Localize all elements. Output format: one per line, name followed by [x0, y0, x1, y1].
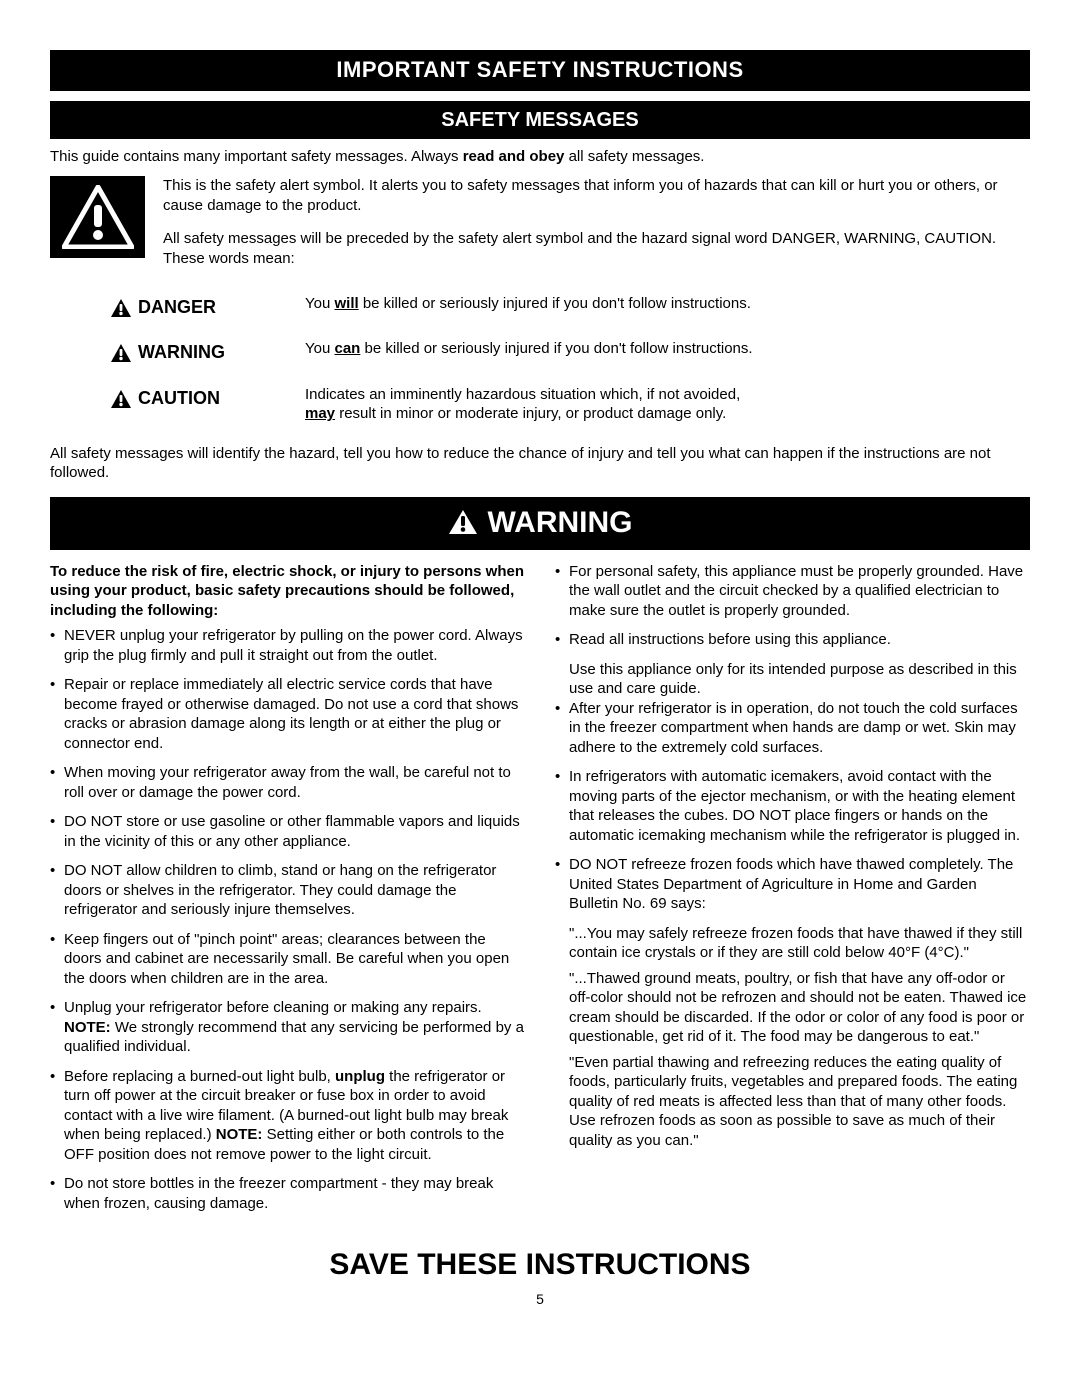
- warning-triangle-icon: [110, 343, 132, 363]
- list-item: In refrigerators with automatic icemaker…: [555, 767, 1030, 845]
- list-item: After your refrigerator is in operation,…: [555, 699, 1030, 758]
- after-signals-text: All safety messages will identify the ha…: [50, 444, 1030, 483]
- alert-para-2: All safety messages will be preceded by …: [163, 229, 1030, 268]
- signal-row-caution: CAUTION Indicates an imminently hazardou…: [110, 385, 1030, 424]
- intro-prefix: This guide contains many important safet…: [50, 148, 463, 165]
- right-bullet-list: For personal safety, this appliance must…: [555, 562, 1030, 1151]
- warning-columns: To reduce the risk of fire, electric sho…: [50, 562, 1030, 1224]
- intro-suffix: all safety messages.: [564, 148, 704, 165]
- danger-label: DANGER: [110, 296, 305, 319]
- list-sub-paragraph: "Even partial thawing and refreezing red…: [569, 1053, 1030, 1151]
- save-instructions-title: SAVE THESE INSTRUCTIONS: [50, 1245, 1030, 1284]
- list-sub-paragraph: "...You may safely refreeze frozen foods…: [569, 924, 1030, 963]
- list-item: Keep fingers out of "pinch point" areas;…: [50, 930, 525, 989]
- warning-heading-bar: WARNING: [50, 497, 1030, 550]
- caution-label: CAUTION: [110, 387, 305, 410]
- list-item: For personal safety, this appliance must…: [555, 562, 1030, 621]
- alert-para-1: This is the safety alert symbol. It aler…: [163, 176, 1030, 215]
- list-item: Repair or replace immediately all electr…: [50, 675, 525, 753]
- warning-triangle-icon: [110, 298, 132, 318]
- safety-alert-row: This is the safety alert symbol. It aler…: [50, 176, 1030, 282]
- safety-alert-icon: [50, 176, 145, 258]
- list-item: DO NOT allow children to climb, stand or…: [50, 861, 525, 920]
- left-column: To reduce the risk of fire, electric sho…: [50, 562, 525, 1224]
- left-lead: To reduce the risk of fire, electric sho…: [50, 562, 525, 621]
- list-item: NEVER unplug your refrigerator by pullin…: [50, 626, 525, 665]
- signal-word-table: DANGER You will be killed or seriously i…: [110, 294, 1030, 424]
- section-subtitle-bar: SAFETY MESSAGES: [50, 101, 1030, 139]
- danger-desc: You will be killed or seriously injured …: [305, 294, 1030, 314]
- right-column: For personal safety, this appliance must…: [555, 562, 1030, 1224]
- page-title-bar: IMPORTANT SAFETY INSTRUCTIONS: [50, 50, 1030, 91]
- warning-bar-label: WARNING: [488, 503, 633, 542]
- intro-text: This guide contains many important safet…: [50, 147, 1030, 167]
- signal-row-danger: DANGER You will be killed or seriously i…: [110, 294, 1030, 319]
- left-bullet-list: NEVER unplug your refrigerator by pullin…: [50, 626, 525, 1213]
- caution-word: CAUTION: [138, 387, 220, 410]
- danger-word: DANGER: [138, 296, 216, 319]
- list-item: Unplug your refrigerator before cleaning…: [50, 998, 525, 1057]
- caution-desc: Indicates an imminently hazardous situat…: [305, 385, 1030, 424]
- list-item: Read all instructions before using this …: [555, 630, 1030, 650]
- list-item: Do not store bottles in the freezer comp…: [50, 1174, 525, 1213]
- intro-bold: read and obey: [463, 148, 565, 165]
- signal-row-warning: WARNING You can be killed or seriously i…: [110, 339, 1030, 364]
- warning-triangle-icon: [110, 389, 132, 409]
- page-number: 5: [50, 1290, 1030, 1308]
- warning-desc: You can be killed or seriously injured i…: [305, 339, 1030, 359]
- list-item: DO NOT refreeze frozen foods which have …: [555, 855, 1030, 914]
- warning-label: WARNING: [110, 341, 305, 364]
- safety-alert-description: This is the safety alert symbol. It aler…: [163, 176, 1030, 282]
- document-page: IMPORTANT SAFETY INSTRUCTIONS SAFETY MES…: [50, 50, 1030, 1309]
- list-item: Before replacing a burned-out light bulb…: [50, 1067, 525, 1165]
- list-sub-paragraph: Use this appliance only for its intended…: [569, 660, 1030, 699]
- warning-triangle-icon: [448, 509, 478, 535]
- warning-word: WARNING: [138, 341, 225, 364]
- list-sub-paragraph: "...Thawed ground meats, poultry, or fis…: [569, 969, 1030, 1047]
- list-item: When moving your refrigerator away from …: [50, 763, 525, 802]
- list-item: DO NOT store or use gasoline or other fl…: [50, 812, 525, 851]
